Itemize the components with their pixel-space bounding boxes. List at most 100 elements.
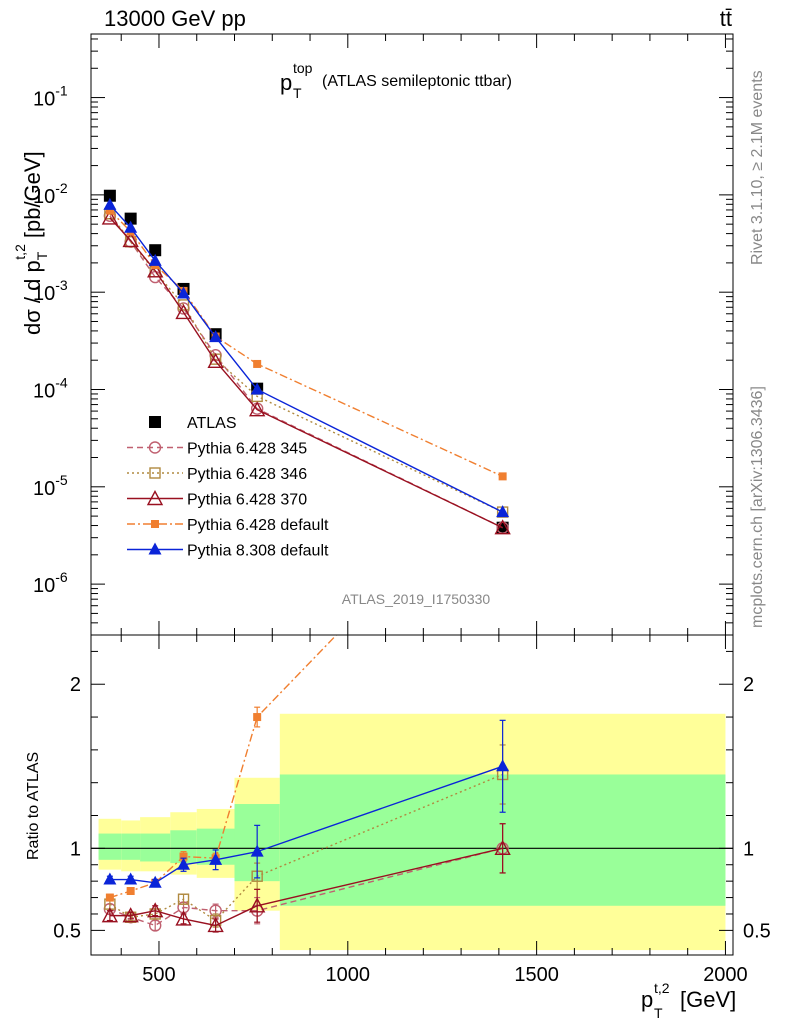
ratio-point-3-4 [207, 916, 224, 933]
svg-text:dσ / d pTt,2[pb/GeV]: dσ / d pTt,2 [pb/GeV] [12, 151, 50, 335]
xlabel-sub: T [654, 1005, 663, 1021]
xtick-label: 1000 [326, 964, 371, 986]
ratio-point-3-5 [248, 897, 266, 913]
ytick-base: 10 [33, 186, 55, 208]
ratio-plot-panel: 500 1000 1500 2000 0.5 0.5 1 1 2 2 [53, 459, 771, 986]
main-point-3-5 [248, 401, 266, 417]
legend-entry-2: Pythia 6.428 346 [127, 466, 307, 483]
main-line-2 [109, 213, 503, 513]
ratio-band-green [98, 833, 122, 860]
main-point-0-1 [124, 212, 137, 225]
legend-marker [149, 467, 161, 479]
xtick-label: 2000 [703, 964, 748, 986]
ratio-point-3-2 [147, 902, 164, 918]
main-point-3-4 [207, 352, 224, 368]
ratio-ytick-label-left: 0.5 [53, 920, 81, 942]
main-ytick-label: 10-4 [33, 374, 68, 402]
legend-entry-5: Pythia 8.308 default [127, 542, 329, 560]
main-point-5-4 [209, 330, 223, 343]
legend-label: ATLAS [187, 415, 237, 432]
main-point-5-3 [177, 286, 191, 299]
legend-entry-3: Pythia 6.428 370 [127, 490, 307, 509]
ytick-base: 10 [33, 575, 55, 597]
legend-marker [149, 416, 161, 428]
ratio-point-5-2 [148, 875, 162, 888]
legend-label: Pythia 6.428 370 [187, 492, 307, 509]
ratio-point-5-6 [496, 759, 510, 772]
main-point-3-6 [494, 519, 511, 535]
main-series-layer [101, 189, 511, 535]
ratio-point-5-1 [124, 872, 138, 885]
header-right: tt̄ [720, 6, 732, 31]
title-main: p [280, 70, 292, 95]
ratio-frame [90, 634, 734, 956]
ratio-band-green [140, 833, 171, 862]
ylabel-rest: [pb/GeV] [20, 151, 45, 238]
main-ytick-label: 10-6 [33, 569, 68, 597]
mcplots-label: mcplots.cern.ch [arXiv:1306.3436] [749, 386, 766, 628]
ratio-point-3-3 [175, 910, 192, 926]
main-ytick-label: 10-5 [33, 472, 68, 500]
ylabel-sub: T [34, 251, 50, 260]
xlabel-main: p [641, 987, 653, 1012]
main-point-4-6 [498, 472, 507, 481]
ytick-base: 10 [33, 380, 55, 402]
main-ytick-label: 10-3 [33, 277, 68, 305]
xtick-label: 500 [142, 964, 175, 986]
ratio-point-4-6 [499, 459, 507, 467]
y-axis-label: dσ / d pTt,2 [pb/GeV] [12, 151, 50, 335]
ytick-exp: -5 [55, 472, 68, 488]
ytick-exp: -1 [55, 83, 68, 99]
main-point-4-0 [105, 206, 114, 215]
main-ticks: 10-610-510-410-310-210-1 [33, 34, 733, 636]
main-line-4 [109, 210, 503, 478]
ratio-point-5-5 [250, 844, 264, 857]
main-point-5-0 [103, 197, 117, 210]
title-sub: T [293, 85, 302, 101]
rivet-label: Rivet 3.1.10, ≥ 2.1M events [749, 70, 766, 265]
ratio-ticks: 500 1000 1500 2000 0.5 0.5 1 1 2 2 [53, 635, 771, 986]
main-point-3-1 [122, 231, 139, 248]
ratio-band-green [121, 833, 141, 860]
ylabel-pre: dσ / d p [20, 260, 45, 335]
ratio-ytick-label-left: 1 [70, 838, 81, 860]
ratio-point-4-3 [179, 852, 188, 861]
ytick-exp: -6 [55, 569, 68, 585]
legend-label: Pythia 8.308 default [187, 543, 329, 560]
legend: ATLAS Pythia 6.428 345 Pythia 6.428 346 Pyt… [127, 415, 329, 560]
main-line-3 [109, 217, 503, 529]
ratio-ytick-label-left: 2 [70, 674, 81, 696]
main-ytick-label: 10-1 [33, 83, 68, 111]
analysis-label: ATLAS_2019_I1750330 [342, 591, 491, 607]
ratio-point-5-0 [103, 872, 117, 885]
xtick-label: 1500 [514, 964, 559, 986]
ratio-series-layer [101, 459, 511, 933]
ratio-point-2-3 [177, 893, 190, 905]
ratio-point-1-2 [148, 919, 162, 932]
ytick-exp: -3 [55, 277, 68, 293]
main-point-3-3 [175, 303, 192, 320]
main-point-5-6 [496, 505, 510, 518]
ratio-ytick-label-right: 1 [743, 838, 754, 860]
legend-label: Pythia 6.428 default [187, 517, 329, 534]
main-point-0-2 [149, 244, 162, 257]
ytick-base: 10 [33, 478, 55, 500]
title-rest: (ATLAS semileptonic ttbar) [322, 73, 512, 90]
ratio-point-3-0 [101, 907, 119, 923]
main-point-5-1 [124, 220, 138, 233]
ratio-point-3-6 [494, 839, 511, 856]
ratio-y-axis-label: Ratio to ATLAS [25, 752, 42, 860]
main-point-0-0 [103, 189, 116, 202]
legend-label: Pythia 6.428 345 [187, 441, 307, 458]
legend-marker [148, 542, 162, 555]
ratio-point-4-0 [105, 893, 114, 902]
ratio-ytick-label-right: 0.5 [743, 920, 771, 942]
ratio-band-layer [91, 713, 733, 951]
main-ytick-label: 10-2 [33, 180, 68, 208]
ytick-exp: -4 [55, 374, 68, 390]
ratio-point-4-1 [126, 887, 135, 895]
header-left: 13000 GeV pp [104, 6, 246, 31]
legend-entry-4: Pythia 6.428 default [127, 517, 329, 534]
title-sup: top [293, 60, 313, 76]
